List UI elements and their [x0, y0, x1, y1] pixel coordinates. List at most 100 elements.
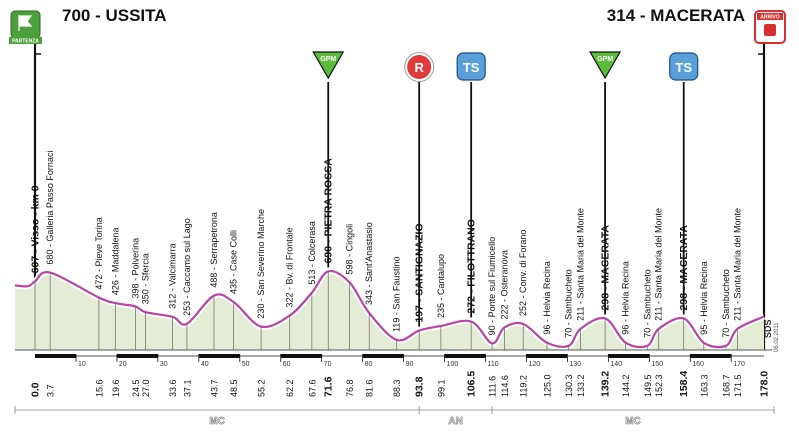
- km-label: 33.6: [168, 379, 178, 397]
- km-label: 178.0: [759, 371, 771, 397]
- scale-segment: [690, 354, 732, 358]
- start-title: 700 - USSITA: [62, 6, 167, 25]
- place-label: 472 - Pieve Torina: [94, 217, 104, 289]
- place-label: 513 - Colcerasa: [307, 221, 317, 285]
- km-label: 67.6: [307, 379, 317, 397]
- place-label: 680 - Galleria Passo Fornaci: [45, 151, 55, 265]
- gpm-triangle: [312, 51, 345, 80]
- place-label: 488 - Serrapetrona: [209, 212, 219, 288]
- place-label: 607 - Visso - km 0: [30, 185, 42, 273]
- place-label: 253 - Caccamo sul Lago: [182, 218, 192, 316]
- km-label: 106.5: [466, 371, 478, 397]
- place-label: 426 - Maddalena: [110, 228, 120, 296]
- km-label: 119.2: [519, 375, 529, 397]
- scale-tick-label: 150: [651, 361, 663, 368]
- province-label: AN: [448, 416, 462, 427]
- marker-ts-icon: TS: [456, 52, 486, 318]
- km-label: 130.3: [564, 374, 574, 397]
- province-label: MC: [625, 416, 641, 427]
- km-label: 3.7: [46, 384, 56, 397]
- km-label: 163.3: [699, 374, 709, 397]
- km-label: 99.1: [436, 379, 446, 397]
- km-label: 158.4: [678, 371, 690, 397]
- sprint-label: R: [414, 60, 424, 75]
- place-label: 435 - Case Colli: [229, 230, 239, 294]
- km-label: 168.7: [721, 374, 731, 397]
- scale-tick-label: 80: [365, 361, 373, 368]
- sprint-circle: [405, 53, 434, 81]
- km-label: 81.6: [365, 379, 375, 397]
- km-label: 24.5: [131, 379, 141, 397]
- scale-tick-label: 110: [488, 361, 499, 368]
- km-label: 114.6: [500, 375, 510, 397]
- km-label: 43.7: [209, 379, 219, 397]
- place-lines-layer: [34, 271, 738, 350]
- place-labels-layer: 607 - Visso - km 0 680 - Galleria Passo F…: [30, 151, 743, 338]
- scale-tick-label: 60: [283, 361, 291, 368]
- finish-badge-strip: [757, 13, 783, 20]
- km-label: 0.0: [30, 382, 42, 397]
- scale-segment: [362, 354, 404, 358]
- scale-tick-label: 40: [201, 361, 209, 368]
- ts-label: TS: [463, 60, 480, 75]
- km-label: 15.6: [94, 379, 104, 397]
- scale-tick-label: 160: [692, 361, 704, 368]
- km-label: 125.0: [542, 374, 552, 397]
- sprint-circle-rim: [404, 52, 435, 82]
- gpm-label: GPM: [597, 56, 613, 63]
- place-label: 312 - Valcimarra: [168, 243, 178, 308]
- scale-tick-label: 120: [528, 361, 540, 368]
- scale-tick-label: 10: [78, 361, 86, 368]
- scale-segment: [526, 354, 568, 358]
- km-label: 171.5: [733, 374, 743, 397]
- km-label: 55.2: [257, 379, 267, 397]
- place-label: 70 - Sambucheto: [564, 269, 574, 338]
- place-label: 211 - Santa Maria del Monte: [732, 208, 742, 321]
- place-label: 350 - Sfercia: [141, 253, 151, 304]
- marker-ts-icon: TS: [669, 52, 699, 315]
- place-label: 235 - Cantalupo: [436, 254, 446, 318]
- scale-segment: [35, 354, 76, 358]
- marker-r-icon: R: [404, 52, 435, 327]
- place-label: 70 - Sambucheto: [721, 269, 731, 338]
- province-label: MC: [209, 416, 225, 427]
- place-label: 90 - Ponte sul Fiumicello: [487, 237, 497, 336]
- scale-tick-label: 50: [242, 361, 250, 368]
- scale-segment: [280, 354, 322, 358]
- marker-gpm-icon: GPM: [312, 51, 345, 268]
- finish-badge-mark: [764, 24, 776, 36]
- scale-tick-label: 140: [610, 361, 622, 368]
- badges-layer: PARTENZA ARRIVO: [9, 10, 786, 45]
- km-label: 152.3: [654, 374, 664, 397]
- gpm-label: GPM: [320, 56, 336, 63]
- scale-tick-label: 100: [447, 361, 459, 368]
- place-label: 96 - Helvia Recina: [542, 261, 552, 335]
- place-label: 211 - Santa Maria del Monte: [576, 208, 586, 321]
- km-label: 71.6: [323, 376, 335, 397]
- credit-date: 06.02.2011: [774, 322, 780, 352]
- start-badge-strip: [9, 37, 42, 44]
- place-label: 211 - Santa Maria del Monte: [654, 208, 664, 321]
- km-label: 144.2: [621, 374, 631, 397]
- place-label: 222 - Osteranova: [499, 250, 509, 320]
- ts-box: [669, 52, 699, 81]
- km-label: 88.3: [392, 379, 402, 397]
- km-label: 139.2: [600, 371, 612, 397]
- scale-tick-label: 130: [569, 361, 581, 368]
- place-label: 119 - San Faustino: [392, 257, 402, 332]
- km-label: 48.5: [229, 379, 239, 397]
- finish-title: 314 - MACERATA: [606, 6, 745, 25]
- credit-label: SDS: [763, 319, 773, 338]
- start-badge-label: PARTENZA: [12, 39, 39, 45]
- scale-tick-label: 30: [160, 361, 168, 368]
- place-label: 322 - Bv. di Frontale: [285, 227, 295, 307]
- place-label: 230 - San Severino Marche: [256, 209, 266, 319]
- km-label: 62.2: [285, 379, 295, 397]
- scale-tick-label: 90: [406, 361, 414, 368]
- km-label: 133.2: [576, 374, 586, 397]
- finish-badge-icon: ARRIVO: [754, 10, 786, 44]
- marker-gpm-icon: GPM: [589, 51, 622, 315]
- place-label: 70 - Sambucheto: [642, 269, 652, 338]
